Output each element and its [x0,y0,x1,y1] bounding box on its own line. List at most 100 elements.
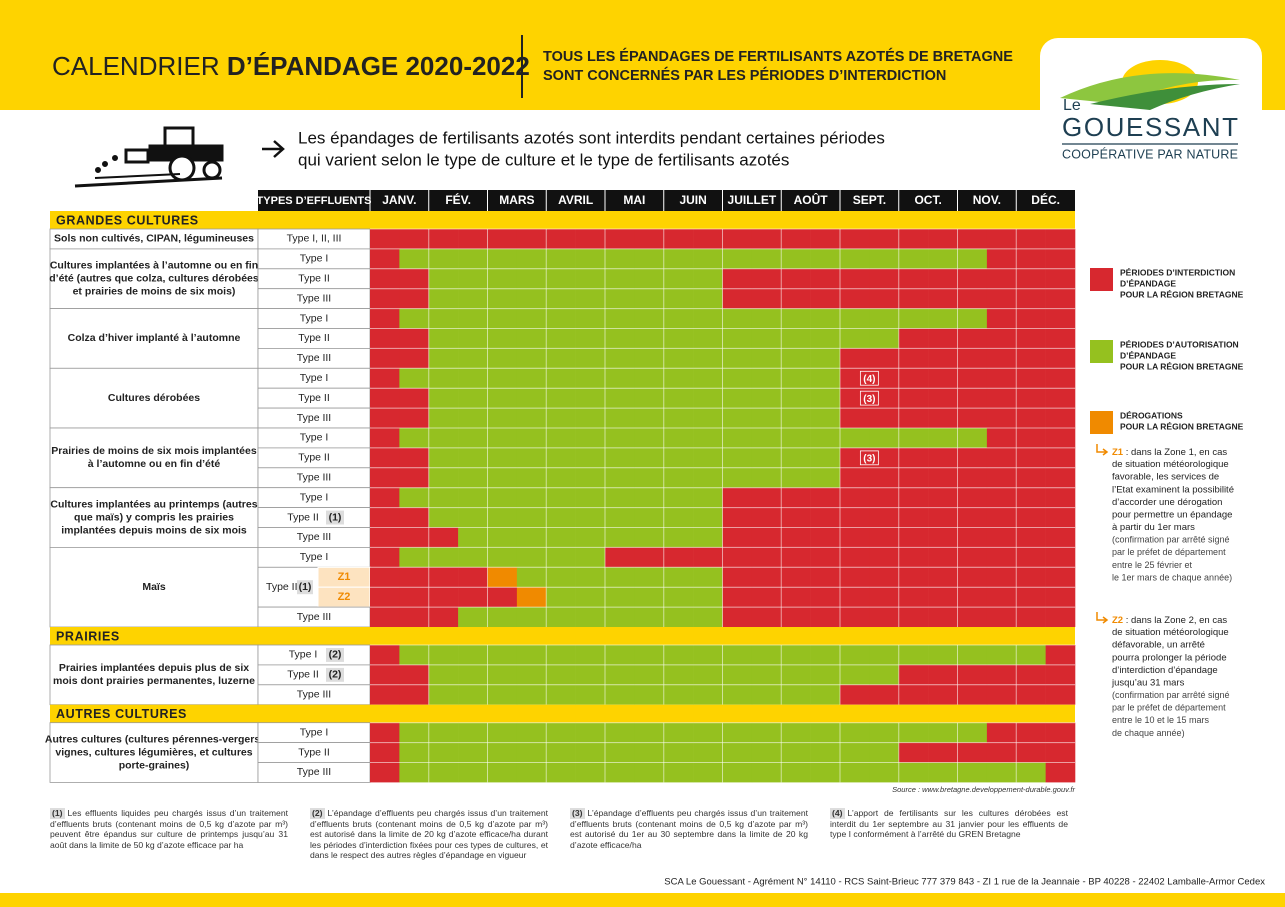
period-cell [575,447,606,468]
period-cell [516,308,547,329]
period-cell [370,607,400,627]
period-cell [781,368,811,389]
period-cell [546,348,576,369]
zone-label: Z2 [1112,615,1123,626]
period-cell [810,762,841,783]
period-cell [810,288,841,309]
period-cell [693,288,723,309]
period-cell [722,487,753,508]
type-label: Type III [297,292,331,304]
period-cell [1045,645,1076,665]
period-cell [370,308,400,329]
period-cell [428,447,459,468]
period-cell [487,428,518,448]
period-cell [487,487,518,508]
period-cell [751,268,782,289]
period-cell [810,268,841,289]
period-cell [663,645,694,665]
period-cell [869,408,900,428]
period-cell [1016,348,1046,369]
period-cell [487,388,518,409]
period-cell [810,229,841,249]
period-cell [751,467,782,488]
period-cell [634,428,665,448]
period-cell [810,507,841,528]
period-cell [1045,328,1076,349]
period-cell [1045,447,1076,468]
period-cell [575,684,606,705]
period-cell [575,328,606,349]
period-cell [487,368,518,389]
period-cell [516,722,547,743]
period-cell [840,645,870,665]
period-cell [693,248,723,269]
period-cell [634,229,665,249]
period-cell [986,428,1017,448]
period-cell [986,487,1017,508]
period-cell [605,248,635,269]
column-header: DÉC. [1031,192,1060,207]
period-cell [781,684,811,705]
wheel [202,160,222,180]
period-cell [722,742,753,763]
spreader [124,148,150,164]
logo-hill [1090,84,1240,110]
period-cell [487,229,518,249]
period-cell [399,607,430,627]
period-cell [428,507,459,528]
period-cell [810,408,841,428]
period-cell [986,567,1017,588]
period-cell [1045,527,1076,548]
period-cell [546,308,576,329]
column-header: AVRIL [558,193,593,207]
period-cell [399,587,430,608]
column-header: NOV. [973,193,1001,207]
period-cell [693,408,723,428]
period-cell [928,308,958,329]
period-cell [516,229,547,249]
group-cell [49,248,259,309]
period-cell [781,607,811,627]
period-cell [751,567,782,588]
period-cell [487,467,518,488]
period-cell [663,348,694,369]
period-cell [751,308,782,329]
period-cell [399,742,430,763]
type-label: Type III [297,766,331,778]
type-label: Type III [297,531,331,543]
period-cell [663,388,694,409]
zone-detail: entre le 25 février et [1112,560,1193,570]
period-cell [516,587,547,608]
legend-swatch [1090,411,1113,434]
period-cell [781,645,811,665]
intro: Les épandages de fertilisants azotés son… [298,128,885,147]
period-cell [810,722,841,743]
period-cell [663,487,694,508]
period-cell [546,328,576,349]
period-cell [840,762,870,783]
period-cell [928,607,958,627]
period-cell [546,684,576,705]
period-cell [957,388,988,409]
period-cell [634,664,665,685]
type-label: Type III [297,611,331,623]
period-cell [516,467,547,488]
period-cell [957,587,988,608]
period-cell [546,664,576,685]
period-cell [428,428,459,448]
period-cell [928,722,958,743]
wheel [168,154,196,182]
period-cell [634,607,665,627]
zone-line: l’Etat examinent la possibilité [1112,484,1234,495]
period-cell [546,248,576,269]
period-cell [928,567,958,588]
period-cell [869,527,900,548]
period-cell [693,268,723,289]
zone-detail: le 1er mars de chaque année) [1112,572,1232,582]
group-label: Sols non cultivés, CIPAN, légumineuses [54,233,254,245]
period-cell [751,447,782,468]
period-cell [458,248,488,269]
period-cell [428,229,459,249]
period-cell [781,308,811,329]
subtitle: TOUS LES ÉPANDAGES DE FERTILISANTS AZOTÉ… [543,48,1013,65]
